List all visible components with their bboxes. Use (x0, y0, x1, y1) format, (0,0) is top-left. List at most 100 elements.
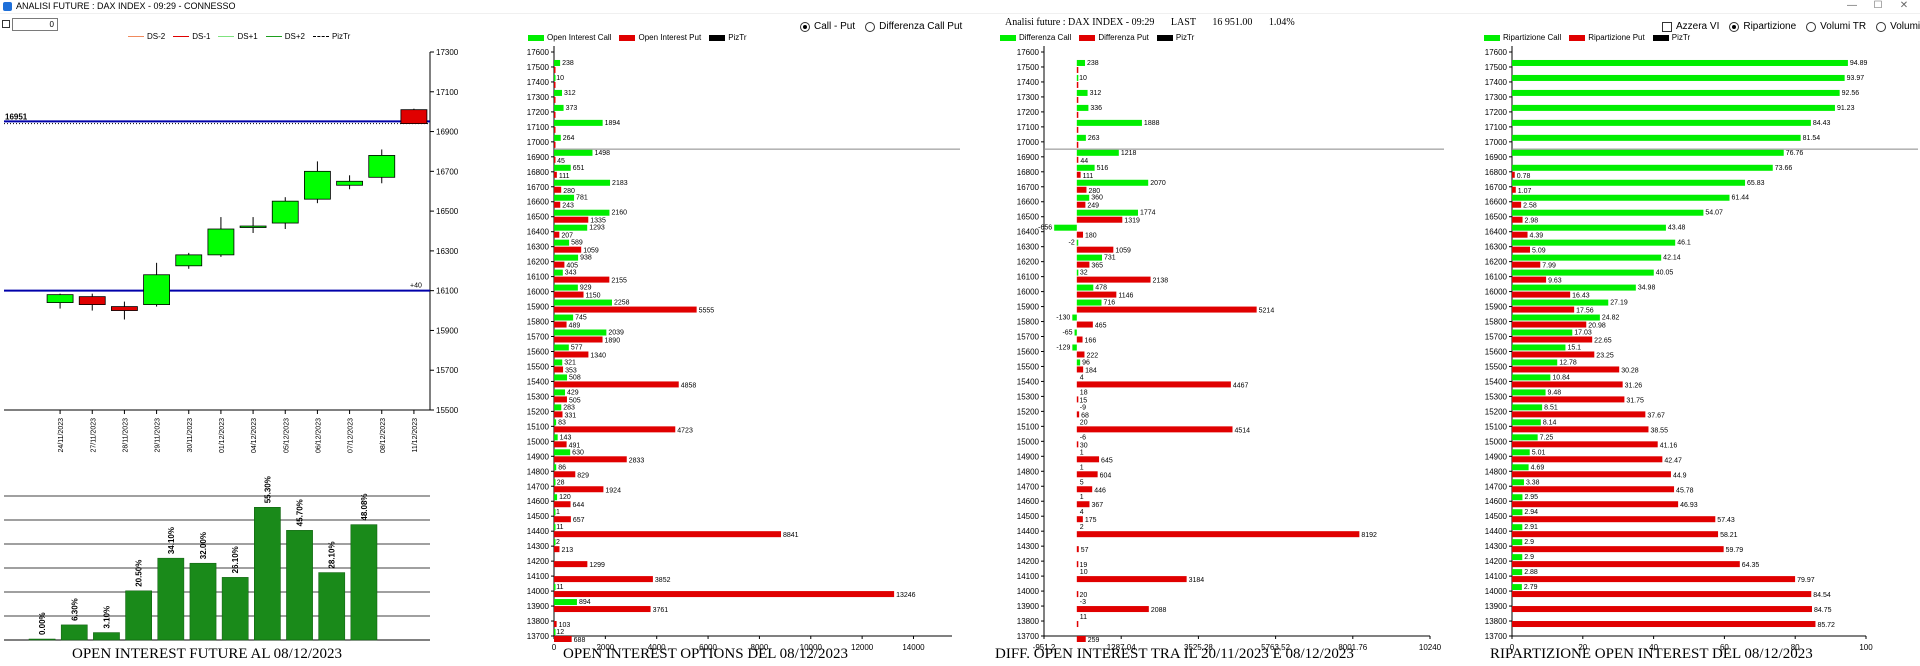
strike-label: 13900 (1485, 602, 1508, 611)
diff-extra-label: -3 (1080, 599, 1086, 606)
call-value-label: 2.88 (1524, 569, 1538, 576)
put-bar (1076, 411, 1080, 418)
call-bar (1076, 299, 1102, 306)
put-bar (554, 576, 653, 583)
radio-ripartizione[interactable]: Ripartizione (1729, 21, 1796, 32)
call-value-label: 2258 (614, 300, 630, 307)
strike-label: 15300 (1485, 392, 1508, 401)
call-bar (554, 239, 570, 246)
radio-dot[interactable] (1729, 21, 1740, 32)
x-tick-label: 04/12/2023 (251, 418, 258, 453)
checkbox-box[interactable] (1662, 21, 1672, 32)
call-bar (1512, 224, 1666, 231)
percent-bar (93, 632, 120, 641)
percent-label: 0.00% (38, 612, 47, 635)
lower-line-label: +40 (410, 283, 422, 290)
put-bar (1076, 96, 1079, 103)
put-value-label: 30.28 (1621, 367, 1639, 374)
call-bar (554, 419, 557, 426)
put-bar (554, 306, 697, 313)
strike-label: 16900 (527, 153, 550, 162)
put-value-label: 4467 (1233, 382, 1249, 389)
y-tick-label: 16300 (436, 247, 459, 256)
strike-label: 14900 (1017, 452, 1040, 461)
put-bar (1512, 171, 1515, 178)
put-bar (554, 516, 571, 523)
value-spinner[interactable]: 0 (12, 18, 58, 31)
strike-label: 16300 (1485, 243, 1508, 252)
strike-label: 14100 (1485, 572, 1508, 581)
call-value-label: 2 (556, 539, 560, 546)
put-value-label: 4723 (677, 427, 693, 434)
radio-volumi-tr[interactable]: Volumi TR (1806, 21, 1866, 32)
put-value-label: 38.55 (1650, 427, 1668, 434)
call-value-label: 93.97 (1847, 75, 1865, 82)
radio-dot[interactable] (1876, 21, 1887, 32)
radio-dot[interactable] (1806, 21, 1817, 32)
legend-label: PizTr (331, 32, 351, 41)
call-value-label: 894 (579, 599, 591, 606)
call-value-label: 373 (566, 105, 578, 112)
put-bar (1512, 276, 1547, 283)
checkbox-azzera-vi[interactable]: Azzera VI (1662, 21, 1719, 32)
maximize-button[interactable]: ☐ (1873, 0, 1883, 11)
radio-differenza-call-put[interactable]: Differenza Call Put (865, 21, 962, 32)
put-bar (1076, 231, 1084, 238)
rip-mode-selector[interactable]: Azzera VI Ripartizione Volumi TR Volumi ST (1662, 21, 1920, 32)
x-tick-label: 29/11/2023 (155, 418, 162, 453)
call-bar (1512, 164, 1773, 171)
x-tick-label: 05/12/2023 (283, 418, 290, 453)
put-bar (1076, 321, 1093, 328)
call-value-label: 283 (563, 404, 575, 411)
call-bar (1076, 74, 1079, 81)
call-value-label: 516 (1097, 165, 1109, 172)
put-value-label: 1890 (605, 338, 621, 345)
put-bar (1076, 186, 1087, 193)
put-bar (1512, 621, 1816, 628)
put-bar (554, 321, 567, 328)
call-value-label: 10 (556, 75, 564, 82)
call-value-label: 8.14 (1543, 419, 1557, 426)
radio-call-put[interactable]: Call - Put (800, 21, 855, 32)
call-bar (1076, 359, 1081, 366)
percent-bar (350, 524, 378, 641)
put-bar (1512, 336, 1593, 343)
strike-label: 15000 (1017, 437, 1040, 446)
call-bar (554, 194, 575, 201)
put-value-label: 58.21 (1720, 532, 1738, 539)
legend-swatch (1156, 34, 1173, 41)
legend-item: Differenza Put (1079, 33, 1149, 42)
y-tick-label: 15700 (436, 366, 459, 375)
radio-dot[interactable] (800, 21, 810, 32)
put-bar (1512, 486, 1675, 493)
put-value-label: 1150 (586, 293, 601, 300)
radio-dot[interactable] (865, 21, 876, 32)
oi-mode-selector[interactable]: Call - Put Differenza Call Put (800, 21, 962, 32)
put-value-label: 20.98 (1588, 323, 1606, 330)
call-bar (554, 179, 611, 186)
call-value-label: 11 (556, 584, 563, 591)
control-label: Call - Put (814, 21, 856, 32)
legend-label: Differenza Put (1098, 33, 1149, 42)
call-value-label: 5.01 (1532, 449, 1546, 456)
strike-label: 15400 (1485, 377, 1508, 386)
y-tick-label: 16900 (436, 128, 459, 137)
close-button[interactable]: ✕ (1899, 0, 1909, 11)
minimize-button[interactable]: — (1847, 0, 1857, 11)
strike-label: 16200 (1017, 258, 1040, 267)
strike-label: 15900 (527, 303, 550, 312)
radio-volumi-st[interactable]: Volumi ST (1876, 21, 1920, 32)
put-value-label: 280 (563, 188, 575, 195)
x-tick-label: 27/11/2023 (90, 418, 97, 453)
call-bar (1074, 329, 1077, 336)
put-bar (1512, 516, 1716, 523)
put-bar (554, 231, 560, 238)
candle-body (78, 296, 106, 305)
call-value-label: 651 (573, 165, 585, 172)
control-label: Volumi TR (1820, 21, 1867, 32)
diff-extra-label: 4 (1080, 509, 1084, 516)
put-bar (554, 501, 571, 508)
diff-header-change: 1.04% (1268, 17, 1295, 28)
toggle-checkbox[interactable] (2, 20, 10, 28)
put-value-label: 2833 (629, 457, 645, 464)
